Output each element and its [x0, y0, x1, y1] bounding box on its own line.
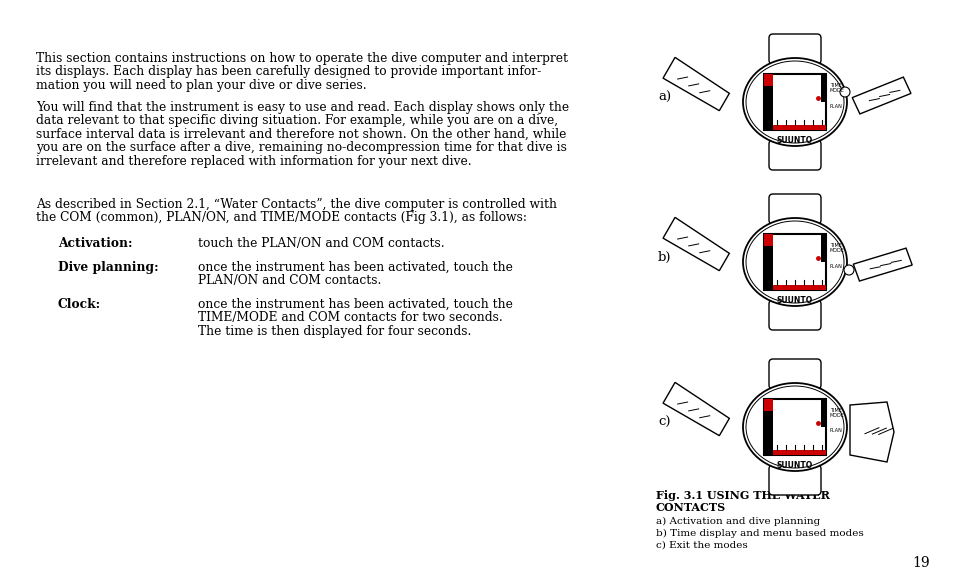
FancyBboxPatch shape: [768, 194, 821, 224]
FancyBboxPatch shape: [763, 74, 825, 130]
Text: c) Exit the modes: c) Exit the modes: [656, 541, 747, 550]
Text: c): c): [658, 416, 670, 428]
Polygon shape: [851, 77, 910, 114]
Text: SUUNTO: SUUNTO: [776, 461, 812, 470]
FancyBboxPatch shape: [772, 285, 825, 290]
Polygon shape: [662, 58, 729, 111]
Text: once the instrument has been activated, touch the: once the instrument has been activated, …: [198, 297, 513, 311]
Text: data relevant to that specific diving situation. For example, while you are on a: data relevant to that specific diving si…: [36, 114, 558, 127]
Text: CONTACTS: CONTACTS: [656, 502, 725, 513]
FancyBboxPatch shape: [763, 74, 772, 130]
FancyBboxPatch shape: [768, 300, 821, 330]
Text: Clock:: Clock:: [58, 297, 101, 311]
Text: The time is then displayed for four seconds.: The time is then displayed for four seco…: [198, 325, 471, 338]
Text: mation you will need to plan your dive or dive series.: mation you will need to plan your dive o…: [36, 79, 366, 92]
FancyBboxPatch shape: [763, 399, 772, 411]
Ellipse shape: [742, 58, 846, 146]
FancyBboxPatch shape: [763, 399, 825, 455]
Text: SUUNTO: SUUNTO: [776, 296, 812, 305]
Text: 19: 19: [911, 556, 929, 570]
FancyBboxPatch shape: [821, 74, 825, 102]
Text: its displays. Each display has been carefully designed to provide important info: its displays. Each display has been care…: [36, 66, 540, 79]
Text: a): a): [658, 90, 670, 104]
Polygon shape: [849, 402, 893, 462]
Circle shape: [843, 265, 853, 275]
FancyBboxPatch shape: [772, 450, 825, 455]
Text: This section contains instructions on how to operate the dive computer and inter: This section contains instructions on ho…: [36, 52, 567, 65]
Text: TIME/MODE and COM contacts for two seconds.: TIME/MODE and COM contacts for two secon…: [198, 311, 502, 324]
FancyBboxPatch shape: [763, 74, 772, 86]
Text: TIME
MODE: TIME MODE: [829, 243, 844, 253]
FancyBboxPatch shape: [772, 125, 825, 130]
FancyBboxPatch shape: [763, 234, 772, 290]
Ellipse shape: [742, 218, 846, 306]
Ellipse shape: [742, 383, 846, 471]
FancyBboxPatch shape: [763, 234, 772, 246]
Text: touch the PLAN/ON and COM contacts.: touch the PLAN/ON and COM contacts.: [198, 237, 444, 250]
Polygon shape: [852, 248, 911, 281]
Text: Dive planning:: Dive planning:: [58, 261, 158, 274]
Text: PLAN: PLAN: [829, 428, 842, 434]
Text: TIME
MODE: TIME MODE: [829, 83, 844, 93]
FancyBboxPatch shape: [821, 399, 825, 427]
Text: PLAN/ON and COM contacts.: PLAN/ON and COM contacts.: [198, 274, 381, 287]
Text: a) Activation and dive planning: a) Activation and dive planning: [656, 517, 820, 526]
Polygon shape: [662, 382, 729, 436]
FancyBboxPatch shape: [768, 140, 821, 170]
Text: SUUNTO: SUUNTO: [776, 136, 812, 145]
Text: once the instrument has been activated, touch the: once the instrument has been activated, …: [198, 261, 513, 274]
Text: b): b): [658, 250, 671, 264]
FancyBboxPatch shape: [768, 34, 821, 64]
Text: you are on the surface after a dive, remaining no-decompression time for that di: you are on the surface after a dive, rem…: [36, 141, 566, 154]
Polygon shape: [662, 217, 729, 271]
FancyBboxPatch shape: [821, 234, 825, 262]
Text: PLAN: PLAN: [829, 104, 842, 108]
Circle shape: [840, 87, 849, 97]
Text: PLAN: PLAN: [829, 264, 842, 268]
Text: TIME
MODE: TIME MODE: [829, 408, 844, 418]
Text: Activation:: Activation:: [58, 237, 132, 250]
Text: the COM (common), PLAN/ON, and TIME/MODE contacts (Fig 3.1), as follows:: the COM (common), PLAN/ON, and TIME/MODE…: [36, 211, 526, 225]
Text: b) Time display and menu based modes: b) Time display and menu based modes: [656, 529, 862, 538]
Text: As described in Section 2.1, “Water Contacts”, the dive computer is controlled w: As described in Section 2.1, “Water Cont…: [36, 198, 557, 211]
Text: surface interval data is irrelevant and therefore not shown. On the other hand, : surface interval data is irrelevant and …: [36, 127, 566, 140]
Text: You will find that the instrument is easy to use and read. Each display shows on: You will find that the instrument is eas…: [36, 101, 569, 113]
FancyBboxPatch shape: [768, 359, 821, 389]
Text: irrelevant and therefore replaced with information for your next dive.: irrelevant and therefore replaced with i…: [36, 154, 471, 168]
FancyBboxPatch shape: [768, 465, 821, 495]
FancyBboxPatch shape: [763, 234, 825, 290]
FancyBboxPatch shape: [763, 399, 772, 455]
Text: Fig. 3.1 USING THE WATER: Fig. 3.1 USING THE WATER: [656, 490, 829, 501]
